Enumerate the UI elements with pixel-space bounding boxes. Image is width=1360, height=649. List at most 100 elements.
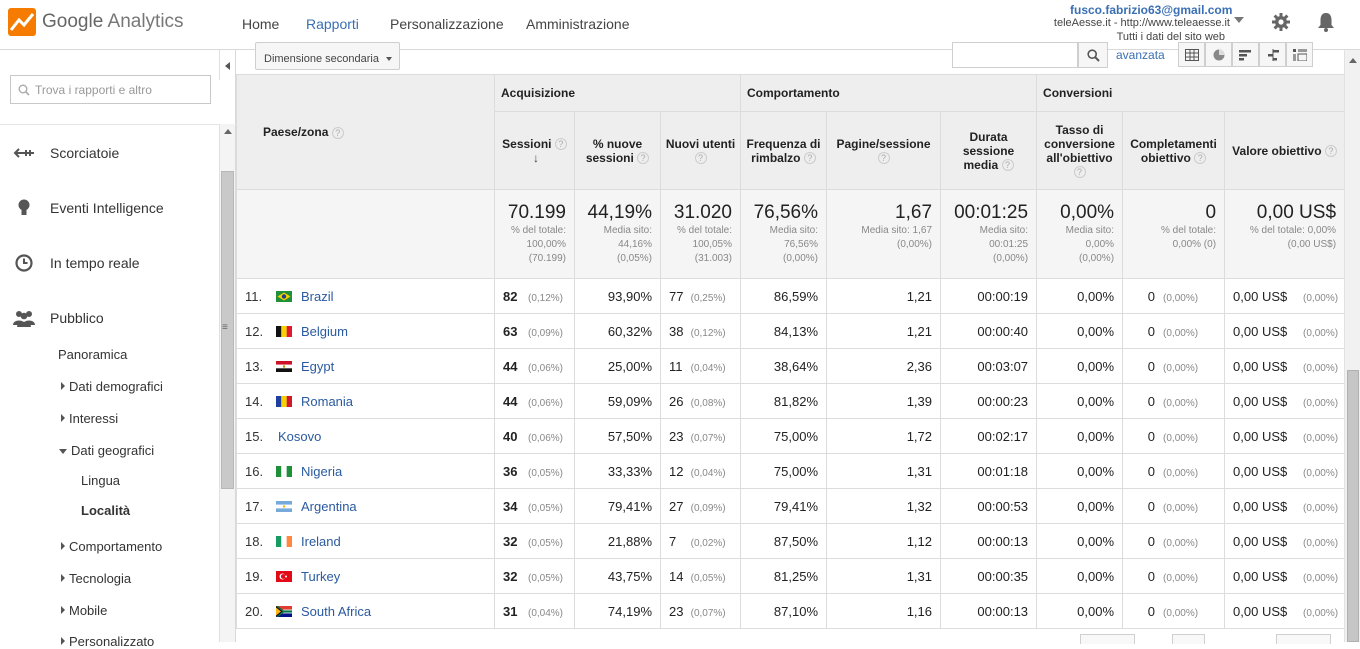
view-comparison-button[interactable] (1259, 42, 1286, 67)
scroll-up-arrow-icon[interactable] (1349, 58, 1357, 63)
rows-per-page-select[interactable] (1080, 634, 1135, 644)
nav-tab-home[interactable]: Home (242, 16, 280, 32)
view-pivot-button[interactable] (1286, 42, 1313, 67)
cell-nuove-sessioni: 74,19% (574, 593, 661, 629)
help-icon[interactable]: ? (877, 152, 890, 165)
gear-icon[interactable] (1271, 12, 1291, 32)
advanced-filter-link[interactable]: avanzata (1116, 48, 1165, 62)
nav-tab-rapporti[interactable]: Rapporti (306, 16, 359, 32)
country-link[interactable]: Egypt (301, 358, 335, 374)
account-chevron-down-icon[interactable] (1234, 17, 1244, 23)
country-cell: 15. Kosovo (236, 418, 495, 454)
country-link[interactable]: Argentina (301, 498, 357, 514)
pagination-buttons[interactable] (1276, 634, 1331, 644)
help-icon[interactable]: ? (1324, 145, 1337, 158)
sidebar-sub-comportamento[interactable]: Comportamento (61, 539, 162, 554)
sidebar-sub-panoramica[interactable]: Panoramica (58, 347, 127, 362)
country-link[interactable]: Belgium (301, 323, 348, 339)
account-email[interactable]: fusco.fabrizio63@gmail.com (1070, 3, 1233, 17)
help-icon[interactable]: ? (694, 152, 707, 165)
goal-value: 0,00 US$ (1233, 568, 1288, 584)
nav-tab-personalizzazione[interactable]: Personalizzazione (390, 16, 504, 32)
sidebar-sub-mobile[interactable]: Mobile (61, 603, 107, 618)
sidebar-sub-dati-demografici[interactable]: Dati demografici (61, 379, 163, 394)
completions-value: 0 (1147, 498, 1156, 514)
dimension-header-paese[interactable]: Paese/zona ? (236, 74, 495, 190)
view-table-button[interactable] (1178, 42, 1205, 67)
country-link[interactable]: Turkey (301, 568, 341, 584)
table-filter-input[interactable] (952, 42, 1078, 68)
goal-value: 0,00 US$ (1233, 288, 1288, 304)
country-link[interactable]: Ireland (301, 533, 341, 549)
cell-nuove-sessioni: 57,50% (574, 418, 661, 454)
sidebar-scrollbar[interactable] (219, 124, 235, 642)
column-header-sessioni[interactable]: Sessioni ? ↓ (494, 111, 575, 190)
view-pie-button[interactable] (1205, 42, 1232, 67)
help-icon[interactable]: ? (803, 152, 816, 165)
cell-pagine-sessione: 1,16 (826, 593, 942, 629)
bell-icon[interactable] (1316, 11, 1336, 33)
page-scrollbar[interactable] (1344, 50, 1360, 642)
total-comparison: % del totale: 100,00% (70.199) (510, 225, 566, 264)
sidebar-sub-label: Interessi (69, 411, 119, 426)
sidebar-resize-grip-icon[interactable]: ≡ (222, 322, 228, 333)
cell-durata-sessione: 00:02:17 (940, 418, 1038, 454)
help-icon[interactable]: ? (1194, 152, 1207, 165)
sidebar-sub-dati-geografici[interactable]: Dati geografici (59, 443, 154, 458)
account-property[interactable]: teleAesse.it - http://www.teleaesse.it (1053, 17, 1230, 29)
country-link[interactable]: Nigeria (301, 463, 343, 479)
google-analytics-logo[interactable]: Google Analytics (8, 8, 184, 38)
column-header-completamenti-obiettivo[interactable]: Completamenti obiettivo ? (1122, 111, 1226, 190)
new-users-percent: (0,04%) (690, 467, 726, 479)
account-view[interactable]: Tutti i dati del sito web (1116, 31, 1225, 43)
help-icon[interactable]: ? (1001, 159, 1014, 172)
new-users-value: 26 (669, 393, 684, 409)
column-header-frequenza-rimbalzo[interactable]: Frequenza di rimbalzo ? (740, 111, 828, 190)
cell-tasso-conversione: 0,00% (1036, 383, 1124, 419)
sidebar-sub-interessi[interactable]: Interessi (61, 411, 118, 426)
column-header-pagine-sessione[interactable]: Pagine/sessione ? (826, 111, 942, 190)
sidebar-scrollbar-thumb[interactable] (221, 171, 234, 489)
total-value: 0,00% (1060, 202, 1115, 223)
cell-nuovi-utenti: 23 (0,07%) (659, 593, 742, 629)
column-header-nuove-sessioni[interactable]: % nuove sessioni ? (574, 111, 661, 190)
nav-tab-amministrazione[interactable]: Amministrazione (526, 16, 630, 32)
cell-sessioni: 63 (0,09%) (494, 313, 575, 349)
help-icon[interactable]: ? (637, 152, 650, 165)
cell-completamenti-obiettivo: 0 (0,00%) (1122, 278, 1226, 314)
country-link[interactable]: Romania (301, 393, 354, 409)
sort-descending-icon[interactable]: ↓ (533, 150, 539, 165)
goal-value: 0,00 US$ (1233, 323, 1288, 339)
page-scrollbar-thumb[interactable] (1347, 370, 1359, 642)
country-cell: 11. Brazil (236, 278, 495, 314)
help-icon[interactable]: ? (554, 138, 567, 151)
cell-tasso-conversione: 0,00% (1036, 558, 1124, 594)
row-rank: 11. (245, 288, 263, 304)
help-icon[interactable]: ? (331, 126, 344, 139)
report-search-input[interactable] (35, 81, 205, 99)
logo-brand: Google (42, 11, 104, 32)
column-header-durata-sessione[interactable]: Durata sessione media ? (940, 111, 1038, 190)
column-header-valore-obiettivo[interactable]: Valore obiettivo ? (1224, 111, 1346, 190)
scroll-up-arrow-icon[interactable] (224, 129, 232, 134)
country-link[interactable]: Kosovo (278, 428, 322, 444)
cell-frequenza-rimbalzo: 81,82% (740, 383, 828, 419)
column-header-nuovi-utenti[interactable]: Nuovi utenti ? (659, 111, 742, 190)
column-header-tasso-conversione[interactable]: Tasso di conversione all'obiettivo ? (1036, 111, 1124, 190)
help-icon[interactable]: ? (1073, 166, 1086, 179)
report-search-box[interactable] (10, 75, 211, 104)
go-to-row-input[interactable] (1172, 634, 1205, 644)
sidebar-sub-lingua[interactable]: Lingua (81, 473, 120, 488)
completions-percent: (0,00%) (1163, 292, 1199, 304)
sessions-value: 32 (503, 533, 518, 549)
country-link[interactable]: Brazil (301, 288, 334, 304)
sidebar-sub-tecnologia[interactable]: Tecnologia (61, 571, 131, 586)
row-rank: 12. (245, 323, 264, 339)
table-row: 11. Brazil 82 (0,12%) 93,90% 77 (0,25%) 86,59%… (236, 278, 1346, 314)
table-filter-search-button[interactable] (1078, 42, 1108, 68)
view-performance-button[interactable] (1232, 42, 1259, 67)
country-link[interactable]: South Africa (301, 603, 372, 619)
sidebar-collapse-button[interactable] (219, 50, 235, 80)
sidebar-sub-localita[interactable]: Località (81, 503, 130, 518)
secondary-dimension-dropdown[interactable]: Dimensione secondaria (255, 42, 400, 70)
